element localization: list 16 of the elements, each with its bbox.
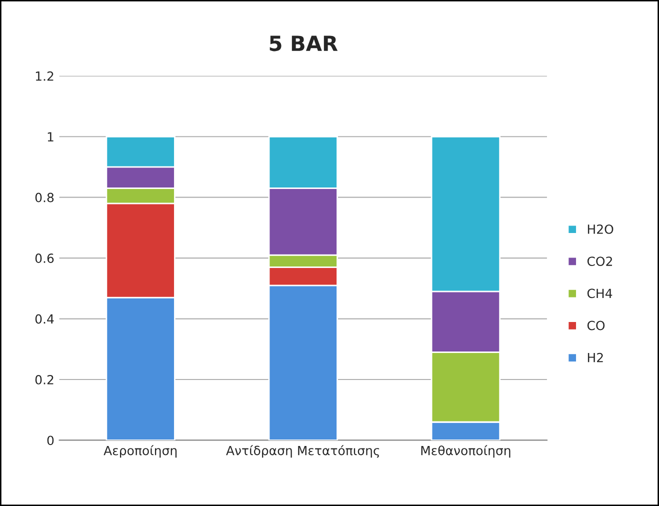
y-tick-label: 0	[47, 436, 54, 446]
x-tick-label: Αεροποίηση	[104, 445, 177, 458]
y-tick-label: 1	[48, 132, 54, 142]
chart-title: 5 BAR	[270, 36, 338, 52]
legend-label: H2O	[588, 224, 614, 234]
legend-label: CH4	[587, 288, 612, 298]
legend-label: CO	[587, 320, 605, 330]
x-tick-label: Αντίδραση Μετατόπισης	[226, 445, 380, 458]
legend-label: H2	[588, 352, 603, 362]
x-tick-label: Μεθανοποίηση	[421, 445, 510, 458]
y-tick-label: 1.2	[36, 71, 54, 81]
y-tick-label: 0.2	[35, 374, 54, 384]
y-tick-label: 0.8	[35, 192, 54, 202]
y-tick-label: 0.4	[35, 314, 54, 324]
legend-label: CO2	[587, 256, 612, 266]
y-tick-label: 0.6	[35, 254, 54, 263]
